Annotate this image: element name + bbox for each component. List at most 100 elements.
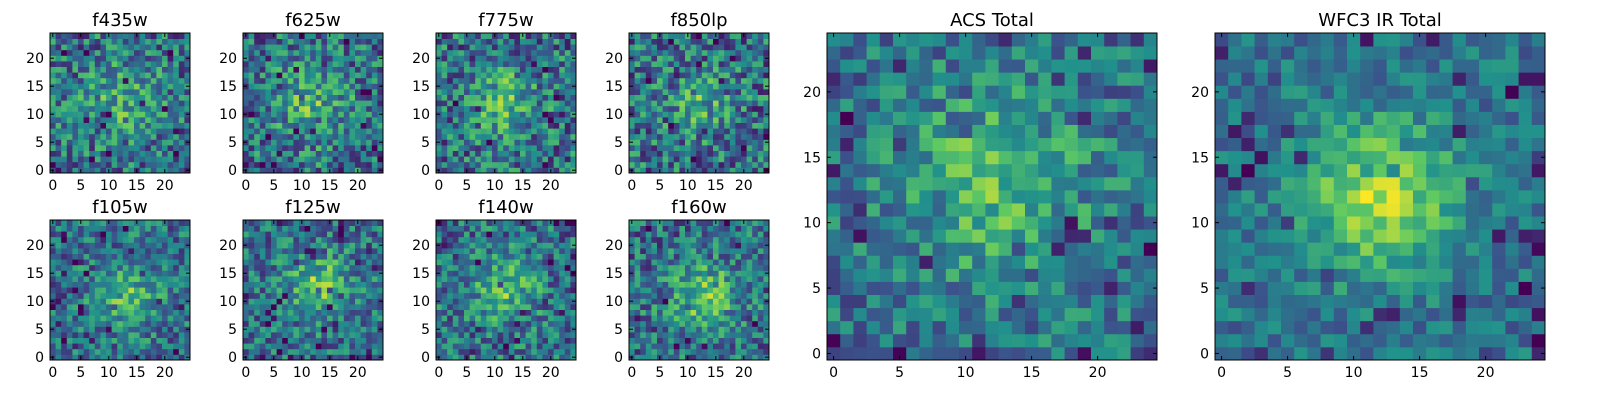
heatmap-cell <box>486 83 493 90</box>
heatmap-cell <box>122 133 129 140</box>
heatmap-cell <box>553 264 560 271</box>
heatmap-cell <box>327 326 333 333</box>
heatmap-cell <box>480 55 487 62</box>
y-tick-label: 15 <box>219 266 237 282</box>
heatmap-cell <box>629 156 635 163</box>
heatmap-cell <box>287 236 294 243</box>
heatmap-cell <box>492 83 498 90</box>
heatmap-cell <box>276 337 283 344</box>
heatmap-cell <box>134 292 140 299</box>
heatmap-cell <box>441 320 448 327</box>
heatmap-cell <box>377 100 384 107</box>
heatmap-cell <box>83 161 90 168</box>
heatmap-cell <box>162 309 168 316</box>
heatmap-cell <box>178 89 185 95</box>
heatmap-cell <box>564 49 571 56</box>
heatmap-cell <box>162 337 168 344</box>
heatmap-cell <box>66 320 73 327</box>
heatmap-cell <box>469 264 476 271</box>
heatmap-cell <box>167 105 174 112</box>
heatmap-cell <box>327 304 333 310</box>
heatmap-cell <box>259 77 266 84</box>
heatmap-cell <box>696 309 703 316</box>
heatmap-cell <box>735 161 742 168</box>
heatmap-cell <box>122 145 129 151</box>
heatmap-cell <box>50 49 56 56</box>
heatmap-cell <box>520 315 526 322</box>
heatmap-cell <box>548 315 554 322</box>
heatmap-cell <box>679 38 686 45</box>
heatmap-cell <box>685 298 691 305</box>
heatmap-cell <box>520 259 526 266</box>
heatmap-cell <box>531 33 538 39</box>
heatmap-cell <box>139 259 146 266</box>
heatmap-cell <box>89 61 96 67</box>
heatmap-cell <box>536 231 543 238</box>
heatmap-cell <box>287 156 294 163</box>
heatmap-cell <box>696 150 703 157</box>
heatmap-cell <box>657 128 663 135</box>
heatmap-cell <box>78 139 84 146</box>
heatmap-cell <box>469 49 476 56</box>
heatmap-cell <box>548 105 554 112</box>
heatmap-cell <box>254 72 261 79</box>
heatmap-cell <box>441 242 448 249</box>
heatmap-cell <box>184 236 191 243</box>
heatmap-cell <box>259 122 266 129</box>
heatmap-cell <box>94 264 101 271</box>
heatmap-cell <box>139 105 146 112</box>
heatmap-cell <box>707 77 714 84</box>
heatmap-cell <box>145 348 152 355</box>
heatmap-cell <box>503 139 510 146</box>
heatmap-cell <box>713 281 719 288</box>
heatmap-cell <box>679 55 686 62</box>
heatmap-cell <box>343 94 350 101</box>
heatmap-cell <box>707 139 714 146</box>
heatmap-cell <box>276 100 283 107</box>
heatmap-cell <box>55 292 62 299</box>
heatmap-cell <box>668 343 675 350</box>
heatmap-cell <box>752 156 759 163</box>
heatmap-cell <box>343 326 350 333</box>
heatmap-cell <box>679 44 686 51</box>
heatmap-cell <box>50 128 56 135</box>
heatmap-cell <box>100 281 107 288</box>
heatmap-cell <box>128 122 135 129</box>
heatmap-cell <box>94 225 101 232</box>
heatmap-cell <box>304 225 311 232</box>
heatmap-cell <box>508 287 515 294</box>
heatmap-cell <box>66 298 73 305</box>
heatmap-cell <box>83 100 90 107</box>
heatmap-cell <box>355 72 361 79</box>
heatmap-cell <box>447 248 454 254</box>
heatmap-cell <box>83 77 90 84</box>
heatmap-cell <box>685 270 691 277</box>
heatmap-cell <box>293 242 300 249</box>
heatmap-cell <box>89 77 96 84</box>
heatmap-cell <box>299 55 305 62</box>
heatmap-cell <box>570 236 577 243</box>
heatmap-cell <box>757 320 764 327</box>
heatmap-cell <box>377 156 384 163</box>
heatmap-cell <box>525 117 532 123</box>
heatmap-cell <box>145 343 152 350</box>
heatmap-cell <box>145 44 152 51</box>
heatmap-cell <box>377 133 384 140</box>
heatmap-cell <box>167 66 174 73</box>
heatmap-cell <box>492 94 498 101</box>
heatmap-cell <box>757 77 764 84</box>
heatmap-cell <box>293 72 300 79</box>
heatmap-cell <box>634 72 641 79</box>
heatmap-cell <box>276 348 283 355</box>
heatmap-cell <box>100 259 107 266</box>
heatmap-cell <box>668 61 675 67</box>
heatmap-cell <box>310 139 317 146</box>
heatmap-cell <box>735 55 742 62</box>
heatmap-cell <box>162 72 168 79</box>
heatmap-cell <box>514 61 521 67</box>
heatmap-cell <box>276 298 283 305</box>
heatmap-cell <box>94 117 101 123</box>
heatmap-cell <box>741 139 747 146</box>
heatmap-cell <box>327 128 333 135</box>
